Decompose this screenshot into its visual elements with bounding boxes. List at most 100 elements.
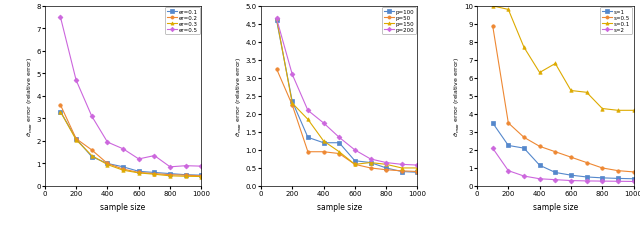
er=0.1: [72, 138, 80, 141]
p=100: [398, 170, 406, 173]
s=1: [630, 178, 637, 180]
er=0.2: [56, 104, 64, 107]
p=50: [351, 163, 358, 166]
er=0.3: [135, 172, 143, 175]
p=150: [413, 167, 421, 170]
Legend: er=0.1, er=0.2, er=0.3, er=0.5: er=0.1, er=0.2, er=0.3, er=0.5: [165, 8, 200, 35]
s=0.5: [552, 151, 559, 153]
er=0.1: [198, 174, 205, 177]
Line: s=0.5: s=0.5: [491, 25, 636, 174]
Legend: p=100, p=50, p=150, p=200: p=100, p=50, p=150, p=200: [381, 8, 417, 35]
p=200: [335, 136, 343, 139]
p=50: [289, 104, 296, 107]
er=0.2: [88, 149, 95, 152]
er=0.1: [182, 174, 189, 176]
er=0.3: [88, 155, 95, 157]
er=0.5: [72, 79, 80, 82]
s=2: [520, 175, 528, 178]
p=200: [351, 149, 358, 152]
er=0.5: [119, 148, 127, 151]
Line: s=2: s=2: [491, 147, 636, 183]
er=0.3: [198, 175, 205, 178]
er=0.2: [182, 174, 189, 177]
p=100: [273, 20, 280, 22]
er=0.1: [150, 171, 158, 174]
Line: er=0.3: er=0.3: [59, 111, 203, 178]
p=50: [320, 151, 328, 153]
s=0.1: [504, 9, 512, 12]
X-axis label: sample size: sample size: [317, 202, 362, 211]
er=0.5: [88, 115, 95, 118]
s=1: [567, 174, 575, 177]
s=0.5: [504, 122, 512, 125]
p=150: [367, 161, 374, 164]
p=150: [398, 167, 406, 170]
p=100: [304, 136, 312, 139]
er=0.2: [150, 173, 158, 175]
s=2: [630, 180, 637, 183]
p=50: [273, 68, 280, 71]
er=0.3: [119, 169, 127, 172]
s=2: [614, 180, 622, 183]
er=0.2: [135, 171, 143, 174]
s=0.1: [567, 90, 575, 92]
s=0.1: [630, 109, 637, 112]
s=2: [536, 178, 543, 180]
p=150: [273, 18, 280, 21]
s=0.5: [567, 156, 575, 159]
p=100: [413, 171, 421, 174]
Legend: s=1, s=0.5, s=0.1, s=2: s=1, s=0.5, s=0.1, s=2: [600, 8, 632, 35]
Y-axis label: $\hat{\sigma}_{max}$ error (relative error): $\hat{\sigma}_{max}$ error (relative err…: [452, 57, 463, 136]
Line: p=100: p=100: [275, 20, 419, 174]
p=100: [351, 160, 358, 162]
s=2: [598, 180, 606, 183]
p=200: [413, 164, 421, 167]
Y-axis label: $\hat{\sigma}_{max}$ error (relative error): $\hat{\sigma}_{max}$ error (relative err…: [234, 57, 244, 136]
s=1: [536, 164, 543, 167]
Line: p=50: p=50: [275, 68, 419, 173]
Line: er=0.5: er=0.5: [59, 16, 203, 169]
er=0.5: [198, 165, 205, 168]
p=200: [382, 161, 390, 164]
s=0.1: [614, 109, 622, 112]
p=200: [304, 109, 312, 112]
er=0.5: [104, 141, 111, 144]
p=200: [289, 74, 296, 76]
s=1: [583, 176, 591, 179]
er=0.3: [72, 139, 80, 142]
er=0.2: [72, 138, 80, 141]
s=0.5: [489, 25, 497, 28]
s=2: [567, 179, 575, 182]
er=0.3: [104, 163, 111, 166]
Line: er=0.2: er=0.2: [59, 104, 203, 178]
Line: p=150: p=150: [275, 18, 419, 170]
er=0.3: [150, 173, 158, 176]
s=1: [504, 144, 512, 147]
s=0.1: [520, 47, 528, 49]
s=1: [489, 122, 497, 125]
p=100: [320, 142, 328, 144]
s=1: [598, 177, 606, 179]
s=2: [552, 178, 559, 181]
er=0.5: [166, 166, 174, 168]
er=0.2: [119, 168, 127, 171]
Line: s=1: s=1: [491, 122, 636, 181]
er=0.3: [56, 111, 64, 114]
er=0.5: [182, 165, 189, 167]
er=0.1: [135, 170, 143, 173]
er=0.5: [150, 155, 158, 157]
er=0.3: [182, 175, 189, 178]
p=50: [335, 153, 343, 155]
er=0.1: [88, 156, 95, 158]
s=0.1: [598, 108, 606, 110]
p=50: [413, 170, 421, 173]
s=2: [489, 147, 497, 150]
s=0.5: [536, 145, 543, 148]
p=100: [382, 167, 390, 170]
s=0.5: [630, 171, 637, 173]
p=100: [335, 142, 343, 144]
p=150: [320, 140, 328, 143]
er=0.1: [56, 111, 64, 114]
p=100: [289, 101, 296, 103]
er=0.2: [104, 162, 111, 165]
